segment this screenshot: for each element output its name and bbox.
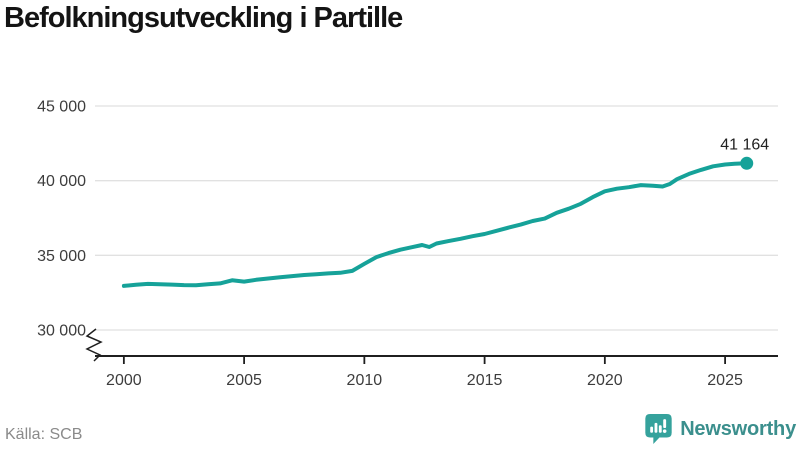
newsworthy-logo-icon: [645, 413, 672, 445]
end-point-value-label: 41 164: [720, 136, 769, 153]
y-tick-label-35000: 35 000: [37, 248, 86, 265]
chart-title: Befolkningsutveckling i Partille: [4, 2, 403, 34]
y-tick-label-45000: 45 000: [37, 99, 86, 116]
logo-bar-1: [650, 426, 654, 433]
source-label: Källa: SCB: [5, 426, 83, 443]
logo-bar-2: [654, 422, 658, 433]
newsworthy-logo[interactable]: Newsworthy: [644, 413, 796, 445]
x-tick-label-2025: 2025: [707, 372, 743, 389]
x-tick-label-2000: 2000: [106, 372, 142, 389]
logo-exclamation-dot: [663, 429, 667, 433]
x-tick-label-2020: 2020: [587, 372, 623, 389]
end-point-marker: [740, 156, 754, 170]
x-tick-label-2005: 2005: [226, 372, 262, 389]
y-tick-label-40000: 40 000: [37, 173, 86, 190]
population-line-series: [121, 161, 749, 288]
x-tick-label-2015: 2015: [467, 372, 503, 389]
x-tick-label-2010: 2010: [347, 372, 383, 389]
logo-exclamation-bar: [663, 419, 667, 429]
logo-bar-3: [659, 425, 662, 433]
logo-bubble-shape: [645, 413, 672, 445]
y-axis-break-icon: [85, 328, 103, 362]
y-tick-label-30000: 30 000: [37, 323, 86, 340]
newsworthy-wordmark: Newsworthy: [680, 417, 796, 440]
